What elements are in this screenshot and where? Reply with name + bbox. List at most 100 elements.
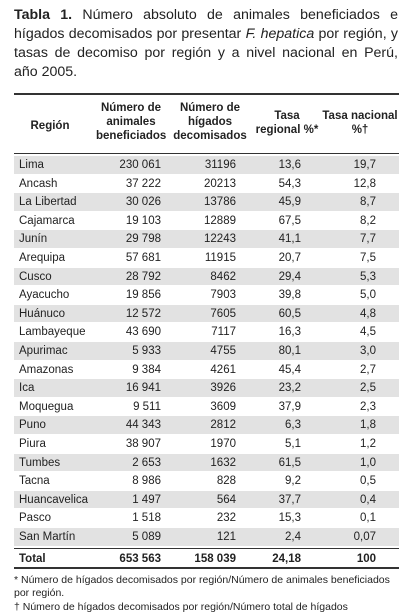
row-shade bbox=[14, 416, 399, 434]
cell: 7,7 bbox=[360, 233, 376, 246]
cell: 8 986 bbox=[132, 475, 161, 488]
cell: 2,5 bbox=[360, 382, 376, 395]
row-shade bbox=[14, 490, 399, 509]
cell: 80,1 bbox=[278, 345, 301, 357]
rule bbox=[14, 93, 399, 95]
row-label: Tacna bbox=[19, 475, 50, 488]
cell: 9 384 bbox=[132, 363, 161, 376]
cell: 4,5 bbox=[360, 326, 376, 339]
cell: 16,3 bbox=[278, 326, 301, 339]
cell: 19 103 bbox=[125, 214, 161, 227]
row-label: Total bbox=[19, 553, 46, 565]
cell: 54,3 bbox=[278, 177, 301, 190]
row-shade bbox=[14, 379, 399, 397]
row-label: Apurimac bbox=[19, 345, 68, 357]
row-shade bbox=[14, 156, 399, 174]
cell: 4,8 bbox=[360, 307, 376, 320]
cell: 0,1 bbox=[360, 512, 376, 525]
column-header: Número de hígados decomisados bbox=[173, 102, 247, 142]
row-label: La Libertad bbox=[19, 196, 77, 209]
cell: 2812 bbox=[210, 419, 236, 432]
cell: 2,7 bbox=[360, 363, 376, 376]
column-header: Número de animales beneficiados bbox=[96, 102, 167, 142]
caption: Tabla 1. Número absoluto de animales ben… bbox=[14, 6, 398, 82]
cell: 9,2 bbox=[285, 475, 301, 488]
cell: 45,9 bbox=[278, 196, 301, 209]
cell: 13,6 bbox=[278, 159, 301, 171]
row-label: Ayacucho bbox=[19, 289, 70, 302]
cell: 15,3 bbox=[278, 512, 301, 525]
row-shade bbox=[14, 304, 399, 323]
rule bbox=[14, 567, 399, 569]
cell: 29,4 bbox=[278, 270, 301, 283]
cell: 31196 bbox=[204, 159, 236, 171]
cell: 100 bbox=[356, 553, 376, 565]
cell: 39,8 bbox=[278, 289, 301, 302]
cell: 60,5 bbox=[278, 307, 301, 320]
row-shade bbox=[14, 342, 399, 360]
row-label: Amazonas bbox=[19, 363, 74, 376]
cell: 45,4 bbox=[278, 363, 301, 376]
rule bbox=[14, 548, 399, 549]
cell: 12889 bbox=[204, 214, 236, 227]
cell: 232 bbox=[216, 512, 236, 525]
cell: 7605 bbox=[210, 307, 236, 320]
cell: 230 061 bbox=[119, 159, 161, 171]
cell: 7903 bbox=[210, 289, 236, 302]
cell: 12 572 bbox=[125, 307, 161, 320]
caption-italic: F. hepatica bbox=[245, 26, 315, 42]
cell: 12243 bbox=[204, 233, 236, 246]
row-label: Arequipa bbox=[19, 252, 66, 264]
row-label: Lima bbox=[19, 159, 44, 171]
cell: 3609 bbox=[210, 400, 236, 413]
cell: 28 792 bbox=[125, 270, 161, 283]
cell: 7,5 bbox=[360, 252, 376, 264]
row-label: San Martín bbox=[19, 531, 76, 543]
cell: 0,5 bbox=[360, 475, 376, 488]
row-shade bbox=[14, 528, 399, 546]
cell: 0,07 bbox=[353, 531, 376, 543]
cell: 564 bbox=[216, 493, 236, 506]
cell: 43 690 bbox=[125, 326, 161, 339]
row-label: Puno bbox=[19, 419, 46, 432]
cell: 24,18 bbox=[272, 553, 301, 565]
cell: 44 343 bbox=[125, 419, 161, 432]
cell: 1,2 bbox=[360, 438, 376, 450]
cell: 11915 bbox=[204, 252, 236, 264]
cell: 67,5 bbox=[278, 214, 301, 227]
cell: 12,8 bbox=[353, 177, 376, 190]
cell: 2,4 bbox=[285, 531, 301, 543]
cell: 3,0 bbox=[360, 345, 376, 357]
cell: 6,3 bbox=[285, 419, 301, 432]
row-label: Tumbes bbox=[19, 456, 61, 469]
cell: 20213 bbox=[204, 177, 236, 190]
cell: 5,3 bbox=[360, 270, 376, 283]
caption-text: Número absoluto de animales beneficiados… bbox=[14, 7, 398, 42]
cell: 13786 bbox=[204, 196, 236, 209]
row-shade bbox=[14, 193, 399, 211]
cell: 121 bbox=[216, 531, 236, 543]
caption-label: Tabla 1. bbox=[14, 7, 73, 23]
cell: 0,4 bbox=[360, 493, 376, 506]
cell: 828 bbox=[216, 475, 236, 488]
cell: 37 222 bbox=[125, 177, 161, 190]
cell: 4261 bbox=[210, 363, 236, 376]
cell: 5 933 bbox=[132, 345, 161, 357]
row-shade bbox=[14, 230, 399, 248]
row-shade bbox=[14, 267, 399, 286]
cell: 5,1 bbox=[285, 438, 301, 450]
row-label: Ica bbox=[19, 382, 35, 395]
cell: 1632 bbox=[210, 456, 236, 469]
cell: 2 653 bbox=[132, 456, 161, 469]
footnote: † Número de hígados decomisados por regi… bbox=[14, 601, 348, 613]
cell: 9 511 bbox=[133, 400, 161, 413]
cell: 30 026 bbox=[125, 196, 161, 209]
cell: 29 798 bbox=[125, 233, 161, 246]
cell: 5 089 bbox=[132, 531, 161, 543]
cell: 23,2 bbox=[278, 382, 301, 395]
cell: 4755 bbox=[210, 345, 236, 357]
row-shade bbox=[14, 453, 399, 472]
cell: 38 907 bbox=[125, 438, 161, 450]
cell: 41,1 bbox=[278, 233, 301, 246]
